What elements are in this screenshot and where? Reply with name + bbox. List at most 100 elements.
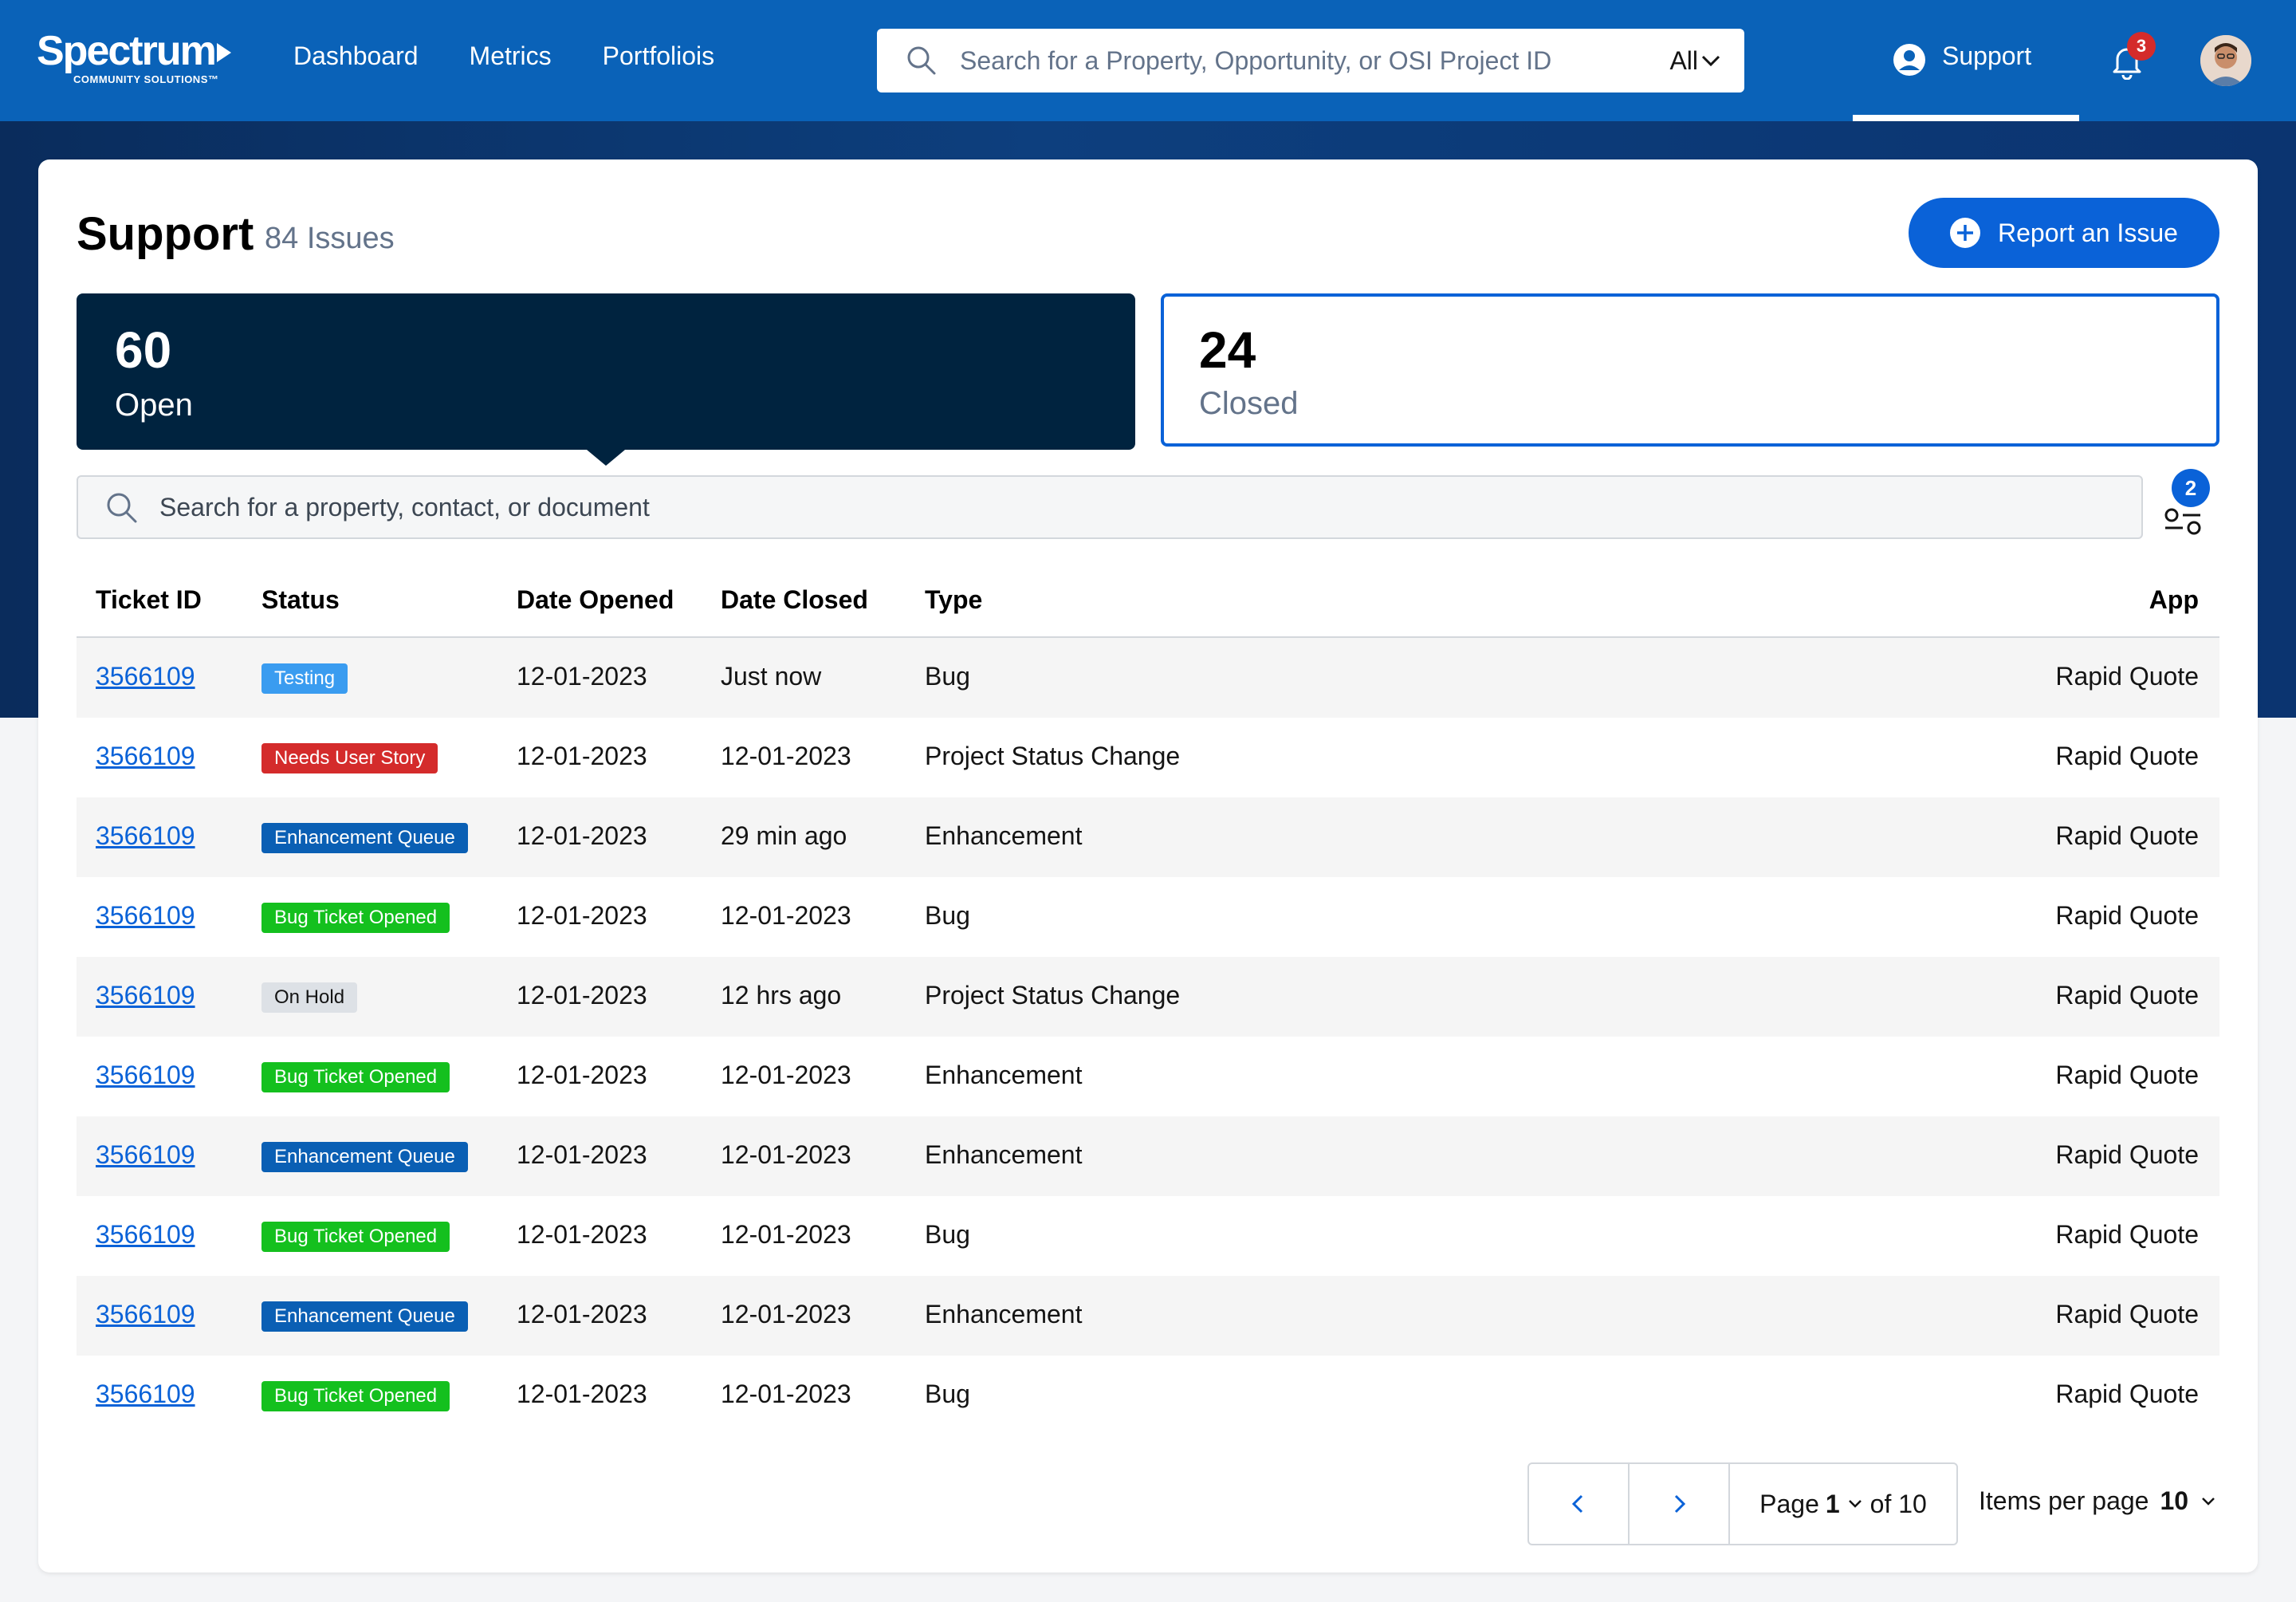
filter-count-badge: 2 xyxy=(2172,469,2210,507)
status-badge: Needs User Story xyxy=(261,743,438,773)
search-scope-select[interactable]: All xyxy=(1669,46,1698,75)
ticket-id-link[interactable]: 3566109 xyxy=(96,821,195,850)
list-search-input[interactable]: Search for a property, contact, or docum… xyxy=(77,475,2143,539)
page-select[interactable]: 1 xyxy=(1825,1489,1840,1518)
date-closed: Just now xyxy=(721,662,822,691)
nav-link-portfolios[interactable]: Portfoliois xyxy=(602,41,715,70)
status-badge: Bug Ticket Opened xyxy=(261,1222,450,1252)
status-badge: Enhancement Queue xyxy=(261,1301,468,1332)
selected-pointer xyxy=(587,450,625,466)
ticket-id-link[interactable]: 3566109 xyxy=(96,1380,195,1408)
ticket-type: Enhancement xyxy=(925,1140,1083,1169)
closed-label: Closed xyxy=(1199,386,1299,421)
ticket-id-link[interactable]: 3566109 xyxy=(96,742,195,770)
ticket-id-link[interactable]: 3566109 xyxy=(96,981,195,1010)
date-opened: 12-01-2023 xyxy=(517,821,647,850)
open-count: 60 xyxy=(115,321,172,379)
table-row[interactable]: 3566109 Enhancement Queue 12-01-2023 12-01-… xyxy=(77,1116,2219,1196)
status-badge: Enhancement Queue xyxy=(261,823,468,853)
app-name: Rapid Quote xyxy=(2055,742,2199,770)
col-app[interactable]: App xyxy=(2149,585,2199,614)
nav-link-dashboard[interactable]: Dashboard xyxy=(293,41,419,70)
tickets-table: Ticket ID Status Date Opened Date Closed… xyxy=(77,558,2219,1435)
ticket-type: Bug xyxy=(925,662,970,691)
open-tab[interactable]: 60 Open xyxy=(77,293,1135,466)
app-name: Rapid Quote xyxy=(2055,901,2199,930)
table-row[interactable]: 3566109 Testing 12-01-2023 Just now Bug Rapid… xyxy=(77,638,2219,718)
app-name: Rapid Quote xyxy=(2055,1300,2199,1328)
list-search-placeholder: Search for a property, contact, or docum… xyxy=(159,493,650,522)
table-row[interactable]: 3566109 On Hold 12-01-2023 12 hrs ago Projec… xyxy=(77,957,2219,1037)
table-row[interactable]: 3566109 Bug Ticket Opened 12-01-2023 12-01-… xyxy=(77,1196,2219,1276)
col-date-opened[interactable]: Date Opened xyxy=(517,585,674,614)
app-name: Rapid Quote xyxy=(2055,821,2199,850)
filter-icon[interactable] xyxy=(2143,478,2223,566)
app-name: Rapid Quote xyxy=(2055,1061,2199,1089)
ticket-id-link[interactable]: 3566109 xyxy=(96,1061,195,1089)
active-tab-indicator xyxy=(1853,115,2079,121)
ticket-id-link[interactable]: 3566109 xyxy=(96,1300,195,1328)
notification-badge: 3 xyxy=(2127,32,2156,61)
col-date-closed[interactable]: Date Closed xyxy=(721,585,868,614)
ticket-id-link[interactable]: 3566109 xyxy=(96,901,195,930)
prev-page-button[interactable] xyxy=(1529,1464,1630,1544)
per-page-label: Items per page xyxy=(1979,1486,2149,1515)
ticket-id-link[interactable]: 3566109 xyxy=(96,1220,195,1249)
avatar[interactable] xyxy=(2200,35,2251,86)
page-label: Page xyxy=(1759,1489,1819,1518)
ticket-type: Enhancement xyxy=(925,1300,1083,1328)
date-closed: 12-01-2023 xyxy=(721,1220,851,1249)
spectrum-logo[interactable]: Spectrum COMMUNITY SOLUTIONS™ xyxy=(37,30,231,85)
ticket-type: Project Status Change xyxy=(925,742,1181,770)
status-badge: Bug Ticket Opened xyxy=(261,1062,450,1092)
report-issue-button[interactable]: Report an Issue xyxy=(1909,198,2219,268)
date-opened: 12-01-2023 xyxy=(517,742,647,770)
date-opened: 12-01-2023 xyxy=(517,1061,647,1089)
brand-sub: COMMUNITY SOLUTIONS™ xyxy=(73,73,219,85)
status-badge: On Hold xyxy=(261,982,358,1013)
support-card: Support 84 Issues Report an Issue 60 Ope… xyxy=(38,159,2258,1572)
col-status[interactable]: Status xyxy=(261,585,340,614)
next-page-button[interactable] xyxy=(1630,1464,1730,1544)
app-name: Rapid Quote xyxy=(2055,662,2199,691)
date-opened: 12-01-2023 xyxy=(517,662,647,691)
nav-link-metrics[interactable]: Metrics xyxy=(469,41,552,70)
pagination: Page 1 of 10 xyxy=(1527,1462,1958,1545)
chevron-down-icon[interactable] xyxy=(2200,1493,2217,1510)
table-row[interactable]: 3566109 Needs User Story 12-01-2023 12-01-2… xyxy=(77,718,2219,797)
table-header: Ticket ID Status Date Opened Date Closed… xyxy=(77,558,2219,638)
ticket-type: Project Status Change xyxy=(925,981,1181,1010)
table-row[interactable]: 3566109 Enhancement Queue 12-01-2023 29 min… xyxy=(77,797,2219,877)
closed-tab[interactable]: 24 Closed xyxy=(1161,293,2219,447)
ticket-type: Bug xyxy=(925,901,970,930)
global-search-input[interactable]: Search for a Property, Opportunity, or O… xyxy=(877,29,1744,92)
chevron-down-icon[interactable] xyxy=(1700,49,1722,72)
items-per-page[interactable]: Items per page 10 xyxy=(1979,1486,2217,1516)
date-closed: 29 min ago xyxy=(721,821,847,850)
per-page-value[interactable]: 10 xyxy=(2160,1486,2189,1515)
nav-support[interactable]: Support xyxy=(1853,0,2079,121)
ticket-id-link[interactable]: 3566109 xyxy=(96,1140,195,1169)
table-row[interactable]: 3566109 Bug Ticket Opened 12-01-2023 12-01-… xyxy=(77,1356,2219,1435)
date-closed: 12-01-2023 xyxy=(721,1300,851,1328)
chevron-right-icon xyxy=(1674,1494,1686,1513)
date-opened: 12-01-2023 xyxy=(517,1300,647,1328)
chevron-down-icon[interactable] xyxy=(1846,1495,1864,1513)
status-badge: Bug Ticket Opened xyxy=(261,1381,450,1411)
plus-circle-icon xyxy=(1950,218,1980,248)
support-label: Support xyxy=(1942,41,2032,70)
chevron-left-icon xyxy=(1571,1494,1583,1513)
ticket-type: Enhancement xyxy=(925,821,1083,850)
table-row[interactable]: 3566109 Bug Ticket Opened 12-01-2023 12-01-… xyxy=(77,877,2219,957)
table-row[interactable]: 3566109 Bug Ticket Opened 12-01-2023 12-01-… xyxy=(77,1037,2219,1116)
status-badge: Enhancement Queue xyxy=(261,1142,468,1172)
col-ticket-id[interactable]: Ticket ID xyxy=(96,585,202,614)
app-name: Rapid Quote xyxy=(2055,981,2199,1010)
date-opened: 12-01-2023 xyxy=(517,1380,647,1408)
ticket-id-link[interactable]: 3566109 xyxy=(96,662,195,691)
table-body: 3566109 Testing 12-01-2023 Just now Bug Rapid… xyxy=(77,638,2219,1435)
table-row[interactable]: 3566109 Enhancement Queue 12-01-2023 12-01-… xyxy=(77,1276,2219,1356)
col-type[interactable]: Type xyxy=(925,585,983,614)
date-closed: 12-01-2023 xyxy=(721,742,851,770)
page-info: Page 1 of 10 xyxy=(1730,1464,1956,1544)
